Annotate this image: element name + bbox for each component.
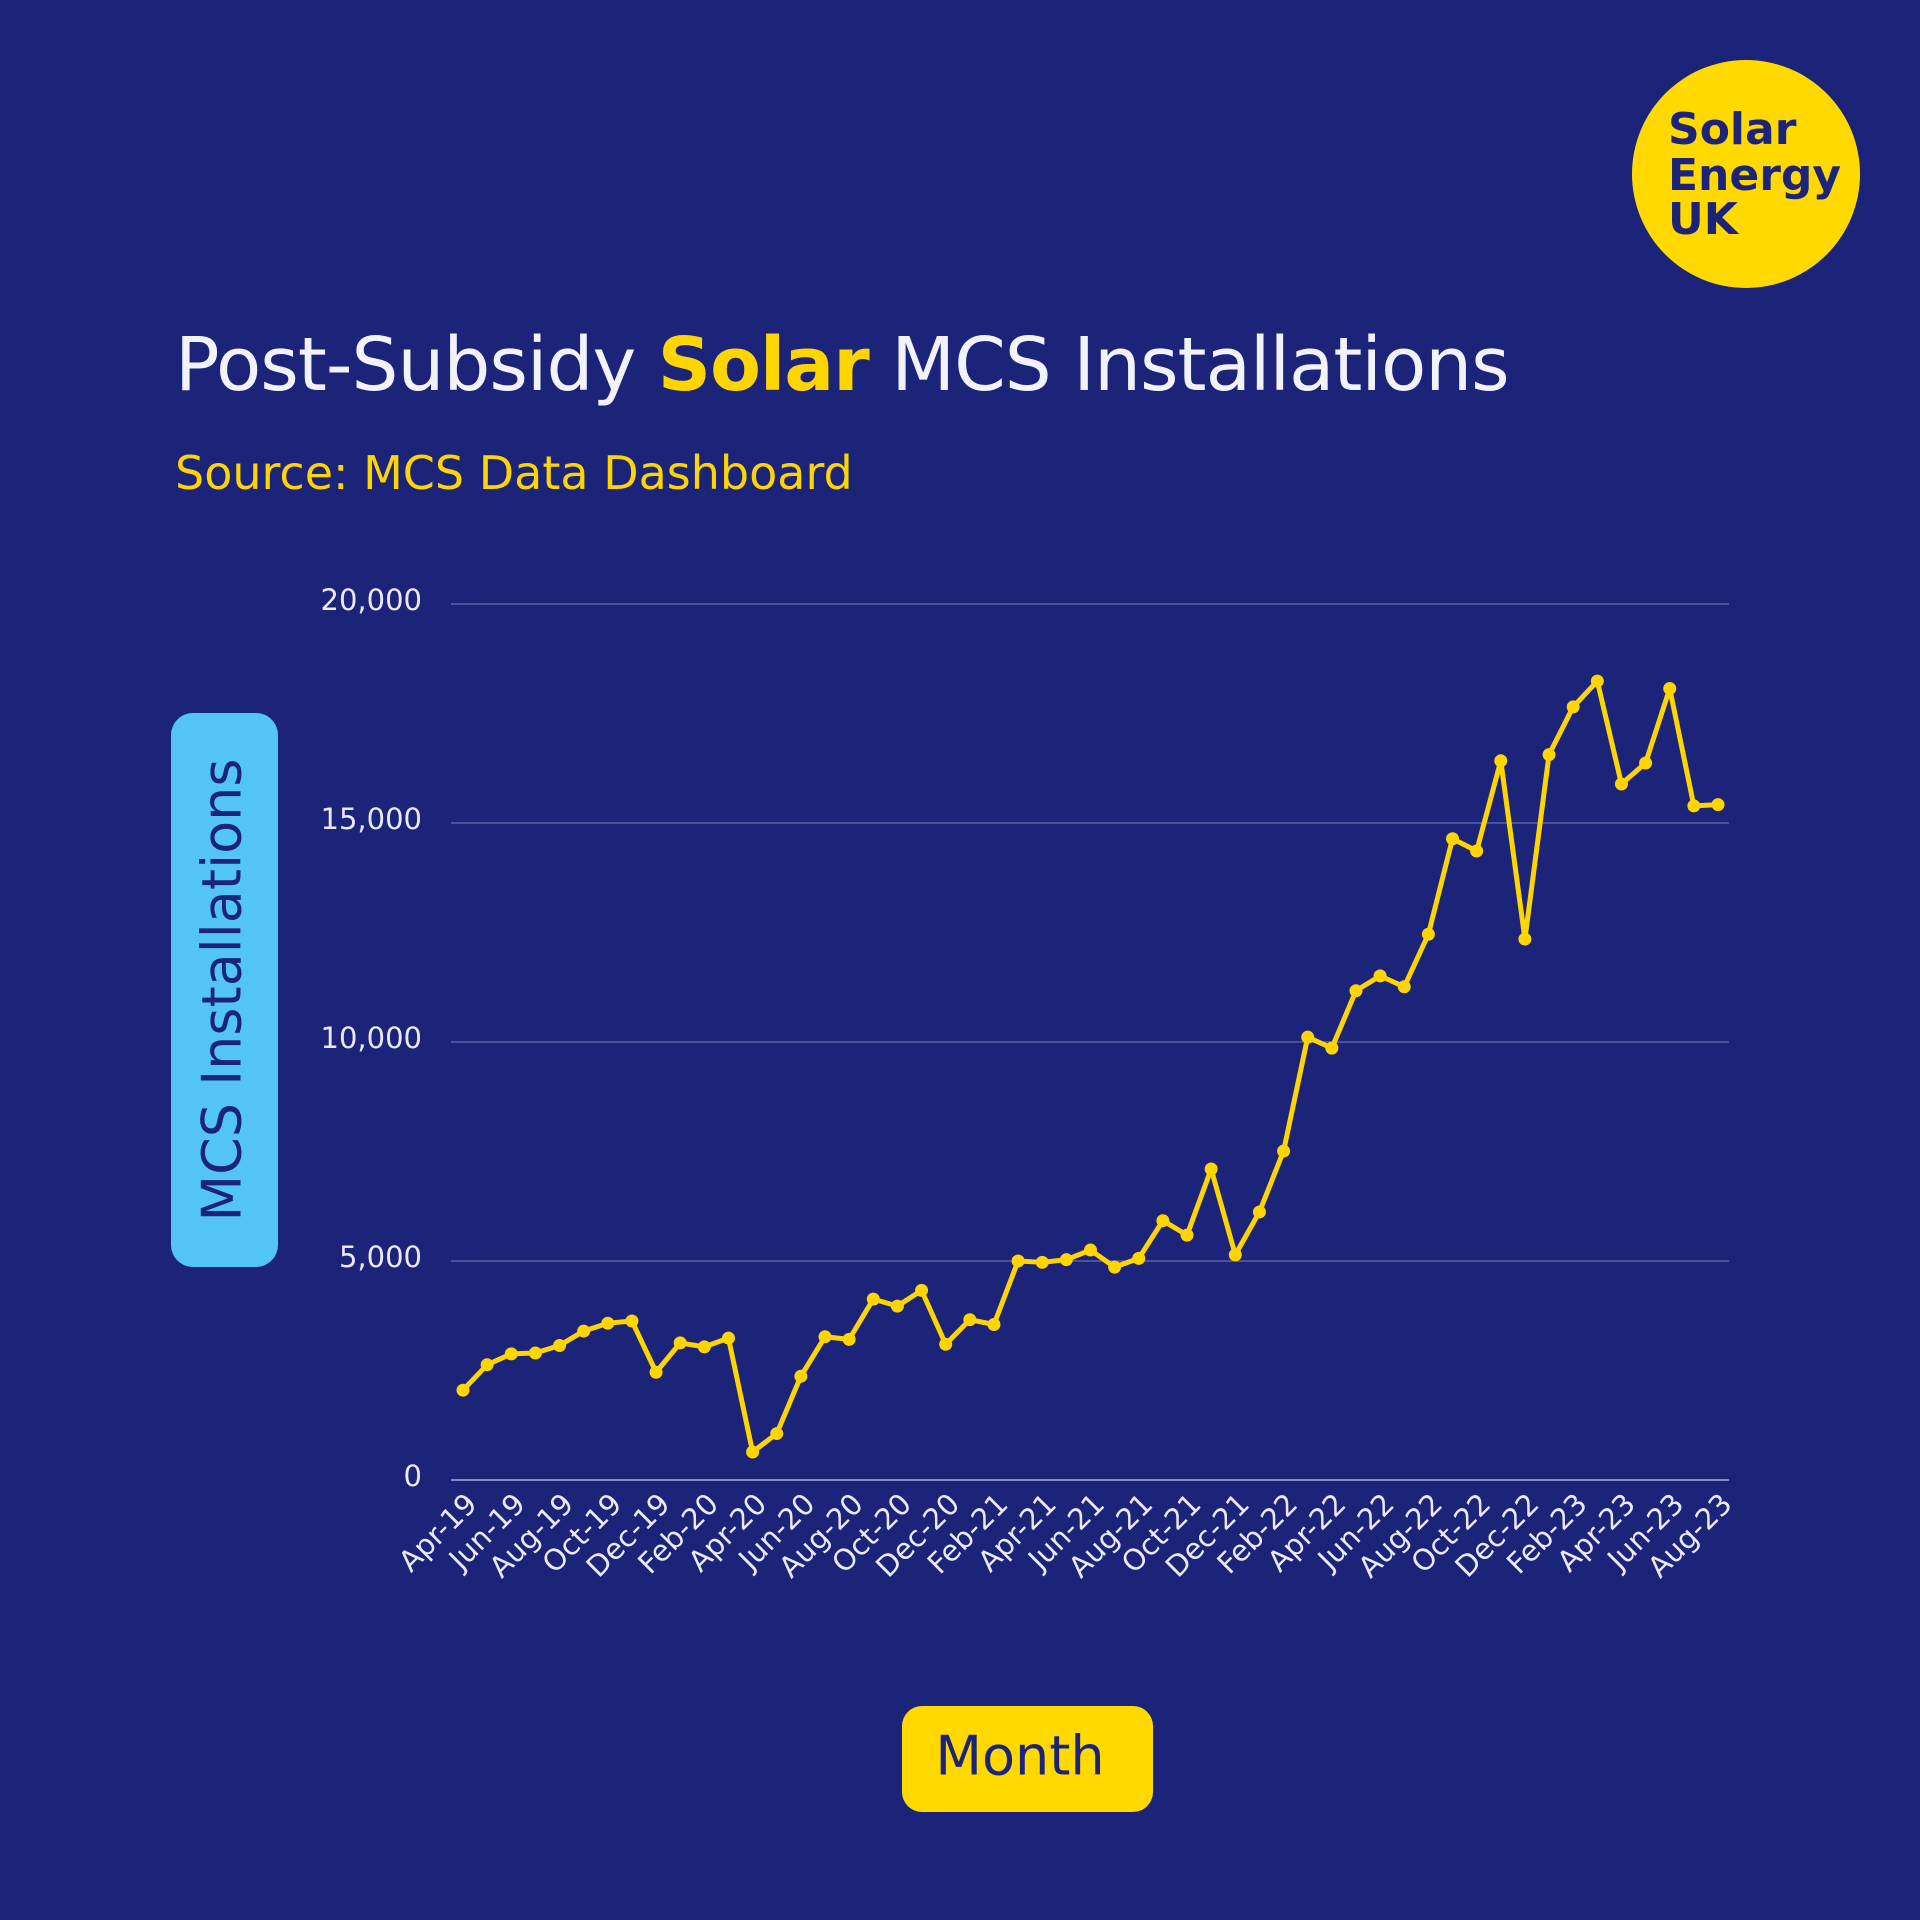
point — [1687, 799, 1701, 813]
point — [1711, 798, 1725, 812]
point — [528, 1346, 542, 1360]
point — [1277, 1144, 1291, 1158]
y-tick-label: 5,000 — [339, 1240, 422, 1274]
point — [1011, 1254, 1025, 1268]
point — [456, 1383, 470, 1397]
point — [1639, 756, 1653, 770]
point — [1059, 1253, 1073, 1267]
point — [866, 1292, 880, 1306]
y-tick-label: 20,000 — [321, 583, 422, 617]
logo-text: Solar — [1668, 104, 1797, 155]
x-axis-label-box — [902, 1706, 1153, 1812]
point — [1349, 984, 1363, 998]
point — [1204, 1162, 1218, 1176]
point — [649, 1365, 663, 1379]
line — [461, 678, 1719, 1455]
point — [915, 1283, 929, 1297]
point — [1397, 980, 1411, 994]
point — [1494, 754, 1508, 768]
point — [553, 1339, 567, 1353]
point — [1084, 1243, 1097, 1257]
point — [1180, 1228, 1194, 1242]
point — [601, 1316, 615, 1330]
point — [1421, 927, 1435, 941]
y-tick-label: 10,000 — [321, 1021, 422, 1055]
logo-circle — [1632, 60, 1860, 288]
y-axis-label-box — [171, 713, 278, 1267]
point — [939, 1337, 953, 1351]
chart-title: Post-Subsidy Solar MCS Installations — [175, 322, 1510, 408]
point — [1301, 1030, 1315, 1044]
point — [721, 1331, 735, 1345]
point — [1590, 674, 1604, 688]
point — [842, 1332, 856, 1346]
point — [1663, 682, 1677, 696]
logo-text: UK — [1668, 194, 1740, 245]
point — [697, 1340, 711, 1354]
point — [1228, 1248, 1242, 1262]
title-part: Post-Subsidy — [175, 322, 636, 408]
y-tick-label: 15,000 — [321, 802, 422, 836]
point — [625, 1314, 639, 1328]
point — [1446, 832, 1460, 846]
chart-subtitle: Source: MCS Data Dashboard — [175, 446, 853, 500]
point — [794, 1369, 808, 1383]
point — [673, 1336, 687, 1350]
point — [1542, 748, 1556, 762]
point — [1035, 1255, 1049, 1269]
y-axis-label: MCS Installations — [191, 759, 254, 1222]
point — [1518, 932, 1532, 946]
point — [577, 1324, 591, 1338]
x-axis-label: Month — [935, 1725, 1104, 1788]
point — [1470, 844, 1484, 858]
point — [1373, 969, 1387, 983]
point — [1108, 1260, 1122, 1274]
point — [890, 1299, 904, 1313]
point — [480, 1358, 494, 1372]
point — [818, 1330, 832, 1344]
title-part: MCS Installations — [891, 322, 1509, 408]
point — [746, 1445, 760, 1459]
point — [1156, 1214, 1170, 1228]
title-highlight: Solar — [657, 322, 870, 408]
point — [1252, 1205, 1266, 1219]
point — [1566, 700, 1580, 714]
point — [987, 1318, 1001, 1332]
y-tick-label: 0 — [404, 1459, 422, 1493]
point — [1325, 1041, 1339, 1055]
point — [963, 1313, 977, 1327]
point — [504, 1347, 518, 1361]
point — [770, 1427, 784, 1441]
point — [1614, 777, 1628, 791]
point — [1132, 1251, 1146, 1265]
logo-text: Energy — [1668, 150, 1841, 201]
